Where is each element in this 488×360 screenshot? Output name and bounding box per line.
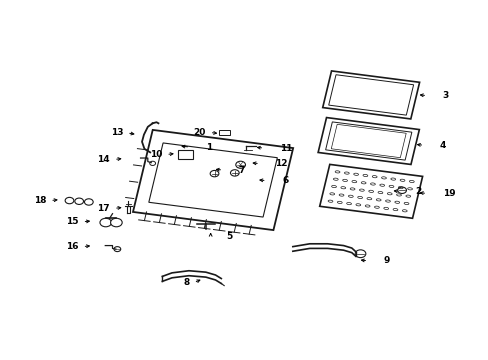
Circle shape (65, 197, 74, 204)
Text: 10: 10 (150, 150, 162, 159)
Circle shape (210, 170, 219, 177)
Circle shape (110, 218, 122, 227)
Circle shape (84, 199, 93, 205)
Circle shape (114, 247, 121, 252)
Text: 16: 16 (66, 242, 79, 251)
Text: 11: 11 (279, 144, 292, 153)
FancyBboxPatch shape (178, 150, 192, 159)
Text: 8: 8 (183, 278, 189, 287)
Text: 20: 20 (193, 128, 205, 137)
Text: 19: 19 (442, 189, 454, 198)
Text: 7: 7 (238, 166, 244, 175)
FancyBboxPatch shape (219, 130, 229, 135)
Text: 14: 14 (97, 155, 110, 164)
Text: 3: 3 (442, 91, 448, 100)
Circle shape (235, 161, 245, 168)
Text: 6: 6 (282, 176, 288, 185)
Circle shape (230, 170, 239, 176)
Text: 12: 12 (275, 159, 287, 168)
Text: 4: 4 (439, 141, 445, 150)
Text: 2: 2 (415, 187, 421, 196)
Text: 18: 18 (34, 196, 46, 205)
Text: 9: 9 (383, 256, 389, 265)
Text: 13: 13 (110, 129, 123, 138)
Circle shape (354, 250, 365, 258)
Text: 5: 5 (225, 232, 232, 241)
Circle shape (75, 198, 83, 204)
Circle shape (100, 218, 111, 227)
Text: 17: 17 (97, 204, 110, 213)
Text: 15: 15 (66, 217, 79, 226)
Text: 1: 1 (205, 143, 212, 152)
